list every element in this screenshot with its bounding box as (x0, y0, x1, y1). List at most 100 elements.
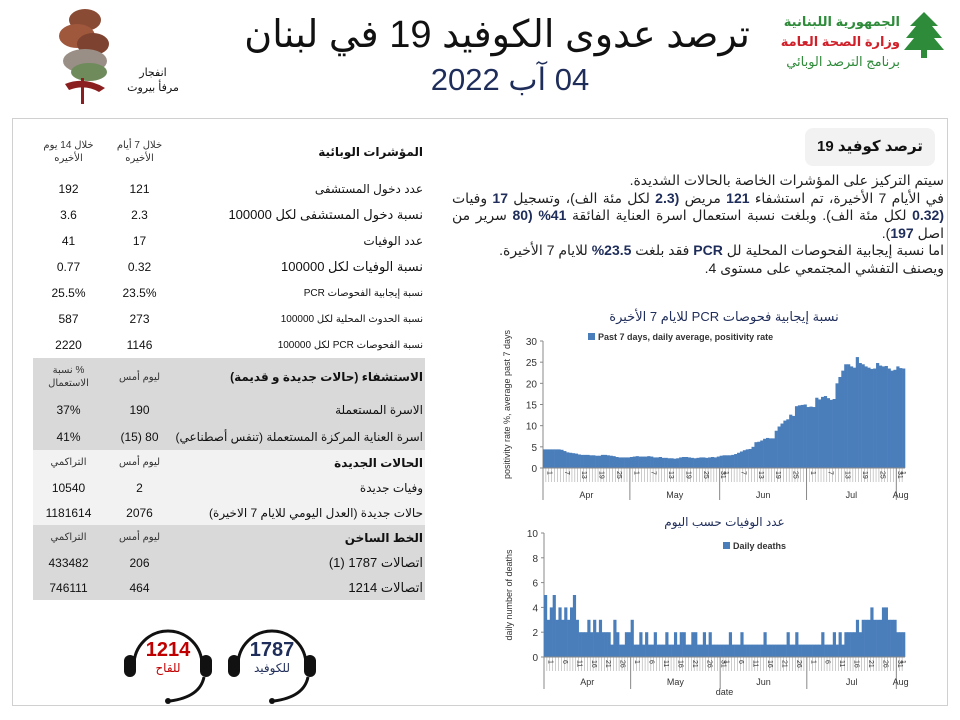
bar (789, 414, 793, 468)
cell: 1181614 (45, 505, 92, 520)
bar (545, 449, 550, 468)
bar (653, 632, 657, 657)
chart-title: عدد الوفيات حسب اليوم (664, 515, 784, 530)
month-label: Jul (846, 490, 858, 500)
bar (589, 455, 593, 468)
x-tick-label: 31 (719, 471, 726, 479)
bar (902, 632, 906, 657)
bar (670, 458, 674, 468)
text-run: وفيات (452, 189, 493, 206)
x-tick-label: 21 (867, 660, 874, 668)
bar (809, 644, 813, 657)
bar (665, 632, 669, 657)
bar (612, 456, 616, 468)
bar (679, 457, 683, 468)
bar (861, 619, 865, 657)
row-label: عدد دخول المستشفى (314, 182, 423, 196)
y-tick-label: 10 (526, 422, 538, 433)
cell: 41% (56, 429, 81, 444)
text-run: فقد بلغت (631, 242, 694, 258)
summary-paragraph: اما نسبة إيجابية الفحوصات المحلية لل PCR… (452, 242, 944, 260)
bar (768, 438, 773, 468)
y-tick-label: 2 (532, 628, 538, 639)
bar (864, 366, 868, 468)
cell: 273 (129, 312, 150, 326)
bar (760, 644, 764, 657)
bar (619, 644, 623, 657)
bar (719, 455, 723, 468)
bar (754, 442, 758, 468)
table-row: نسبة الفحوصات PCR لكل 100000 1146 2220 (33, 332, 425, 358)
table-row: حالات جديدة (العدل اليومي للايام 7 الاخي… (33, 500, 425, 525)
bar (682, 456, 686, 468)
table-header-new-cases: الحالات الجديدة ليوم أمس التراكمي (33, 450, 425, 475)
bar (838, 376, 842, 468)
table-header-hospital: الاستشفاء (حالات جديدة و قديمة) ليوم أمس… (33, 358, 425, 396)
table-row: اسرة العناية المركزة المستعملة (تنفس أصط… (33, 423, 425, 450)
cell: 587 (58, 312, 79, 326)
bar (821, 632, 825, 657)
x-tick-label: 19 (598, 471, 605, 479)
bar (563, 451, 567, 468)
ministry-line-3: برنامج الترصد الوبائي (786, 54, 900, 69)
bar (734, 644, 738, 657)
cell: 17 (132, 234, 147, 248)
x-tick-label: 16 (853, 660, 860, 668)
bar (887, 368, 891, 468)
bar (748, 448, 752, 468)
bar (896, 632, 900, 657)
highlight-value: (0.32 (912, 207, 945, 223)
x-tick-label: 26 (705, 660, 712, 668)
bar (806, 407, 810, 468)
bar (575, 619, 579, 657)
bar (653, 457, 657, 468)
bar (647, 456, 651, 468)
bar (853, 632, 857, 657)
bar (801, 644, 805, 657)
bar (757, 441, 761, 468)
bar (800, 404, 804, 468)
bar (684, 456, 689, 468)
bar (890, 370, 894, 468)
bar (694, 632, 698, 657)
x-tick-label: 19 (774, 471, 781, 479)
bar (794, 406, 799, 468)
ministry-line-1: الجمهورية اللبنانية (783, 14, 900, 29)
bar (658, 456, 663, 468)
bar (592, 455, 596, 468)
bar (740, 632, 744, 657)
bar (595, 455, 599, 468)
bar (824, 644, 828, 657)
table-row: اتصالات 1214 464 746111 (33, 575, 425, 600)
x-tick-label: 31 (896, 660, 903, 668)
hotline-number: 1787 (249, 639, 295, 661)
column-header: خلال 14 يوم الأخيره (43, 140, 94, 164)
table-row: نسبة إيجابية الفحوصات PCR 23.5% 25.5% (33, 280, 425, 306)
column-header: ليوم أمس (118, 457, 161, 468)
bar (849, 366, 854, 468)
bar (688, 644, 692, 657)
content-panel (12, 118, 948, 706)
bar (815, 644, 819, 657)
bar (607, 632, 611, 657)
y-tick-label: 25 (526, 358, 538, 369)
bar (844, 632, 848, 657)
bar (641, 456, 645, 468)
bar (621, 644, 626, 657)
bar (580, 454, 584, 468)
bar (616, 632, 620, 657)
bar (645, 632, 649, 657)
x-tick-label: 1 (809, 471, 816, 475)
x-tick-label: 6 (561, 660, 568, 664)
bar (621, 457, 625, 468)
bar (870, 607, 874, 657)
bar (720, 644, 724, 657)
cell: 0.32 (127, 260, 152, 274)
cedar-icon (904, 12, 944, 58)
bar (835, 644, 839, 657)
x-tick-label: 13 (757, 471, 764, 479)
highlight-value: 41% (538, 207, 567, 223)
x-tick-label: 26 (795, 660, 802, 668)
bar (780, 644, 785, 657)
bar (876, 619, 880, 657)
